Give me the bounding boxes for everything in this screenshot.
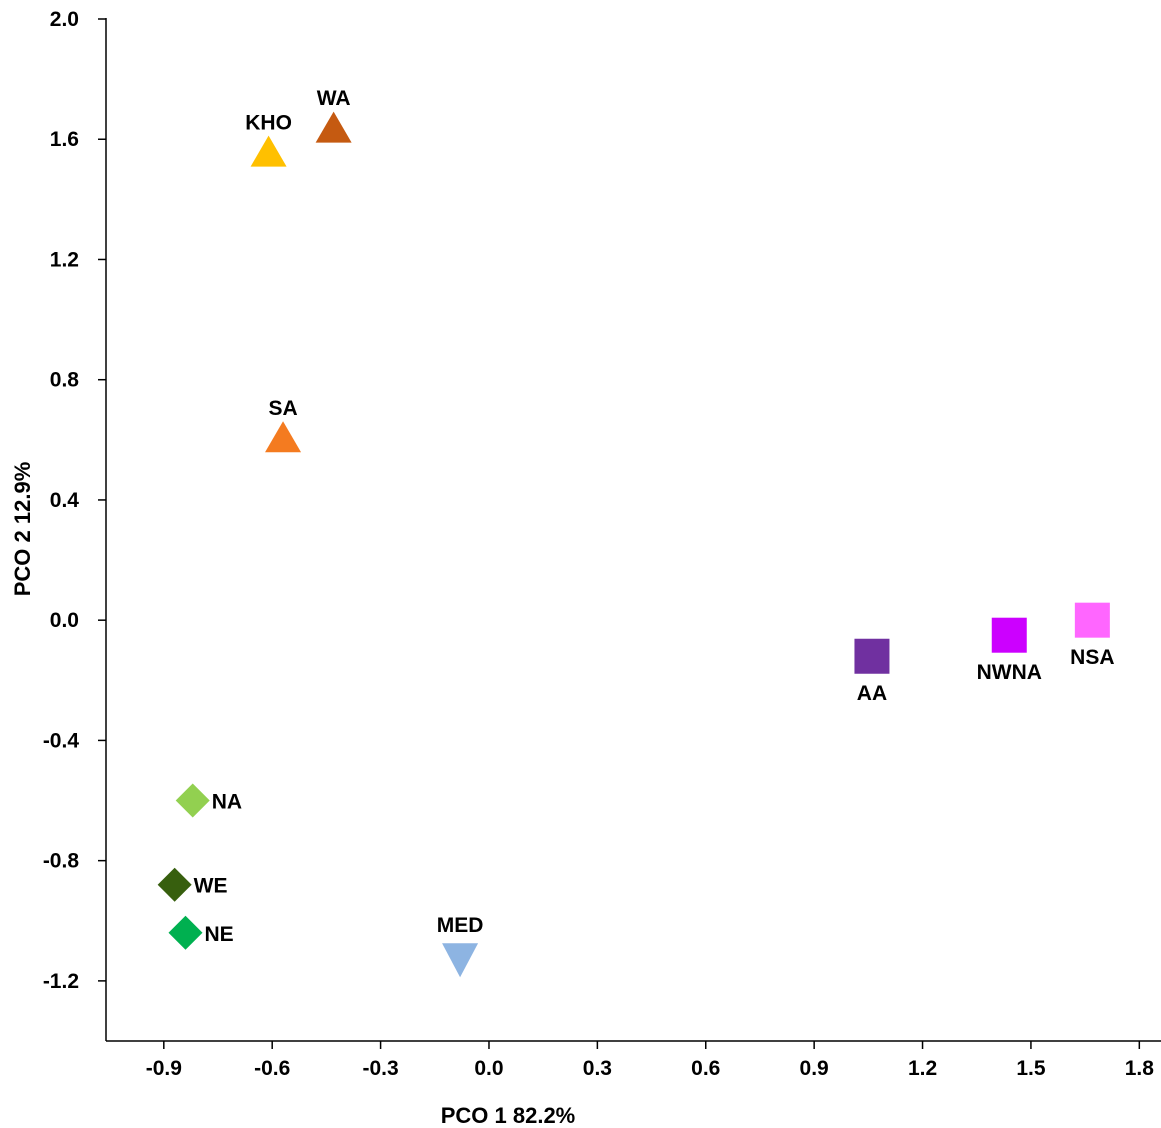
- data-point-we: WE: [157, 867, 228, 902]
- x-tick-label: -0.3: [362, 1057, 398, 1080]
- square-marker: [991, 617, 1027, 653]
- data-point-aa: AA: [854, 638, 890, 705]
- y-axis-ticks: -1.2 -0.8 -0.4 0.0 0.4 0.8 1.2 1.6 2.0: [43, 8, 106, 993]
- x-tick-label: 0.3: [583, 1057, 612, 1080]
- square-marker: [1074, 602, 1110, 638]
- x-tick-label: 1.2: [908, 1057, 937, 1080]
- axes: [105, 18, 1161, 1042]
- y-tick-label: -1.2: [43, 970, 79, 993]
- point-label: NWNA: [977, 661, 1042, 684]
- data-point-nwna: NWNA: [977, 617, 1042, 684]
- y-tick-label: 0.0: [50, 609, 79, 632]
- triangle-marker: [250, 135, 287, 167]
- data-point-na: NA: [175, 783, 242, 818]
- point-label: WE: [194, 875, 228, 898]
- point-label: AA: [857, 682, 887, 705]
- data-points: WA KHO SA AA NWNA NSA NA WE NE MED: [157, 87, 1115, 978]
- triangle-marker: [315, 111, 352, 143]
- point-label: NA: [212, 791, 242, 814]
- y-tick-label: 1.6: [50, 128, 79, 151]
- x-tick-label: 0.0: [474, 1057, 503, 1080]
- data-point-kho: KHO: [245, 111, 292, 167]
- x-tick-label: 1.8: [1125, 1057, 1155, 1080]
- x-tick-label: 0.6: [691, 1057, 720, 1080]
- data-point-med: MED: [437, 914, 484, 978]
- point-label: NSA: [1070, 646, 1114, 669]
- y-tick-label: 1.2: [50, 248, 79, 271]
- inverted-triangle-marker: [442, 943, 479, 978]
- x-tick-label: 0.9: [800, 1057, 829, 1080]
- triangle-marker: [265, 421, 302, 453]
- data-point-sa: SA: [265, 397, 302, 453]
- diamond-marker: [168, 915, 203, 950]
- y-axis-title: PCO 2 12.9%: [10, 462, 35, 597]
- x-tick-label: -0.6: [254, 1057, 290, 1080]
- data-point-nsa: NSA: [1070, 602, 1115, 669]
- point-label: KHO: [245, 111, 292, 134]
- y-tick-label: 0.4: [50, 489, 80, 512]
- y-tick-label: -0.8: [43, 850, 80, 873]
- diamond-marker: [175, 783, 210, 818]
- square-marker: [854, 638, 890, 674]
- point-label: NE: [204, 923, 233, 946]
- point-label: SA: [268, 397, 297, 420]
- y-tick-label: 0.8: [50, 369, 80, 392]
- data-point-wa: WA: [315, 87, 352, 143]
- x-axis-ticks: -0.9 -0.6 -0.3 0.0 0.3 0.6 0.9 1.2 1.5 1.8: [146, 1041, 1155, 1080]
- x-tick-label: 1.5: [1016, 1057, 1046, 1080]
- point-label: MED: [437, 914, 484, 937]
- x-tick-label: -0.9: [146, 1057, 182, 1080]
- point-label: WA: [317, 87, 351, 110]
- y-tick-label: -0.4: [43, 729, 80, 752]
- x-axis-title: PCO 1 82.2%: [441, 1103, 576, 1128]
- diamond-marker: [157, 867, 192, 902]
- y-tick-label: 2.0: [50, 8, 79, 31]
- data-point-ne: NE: [168, 915, 234, 950]
